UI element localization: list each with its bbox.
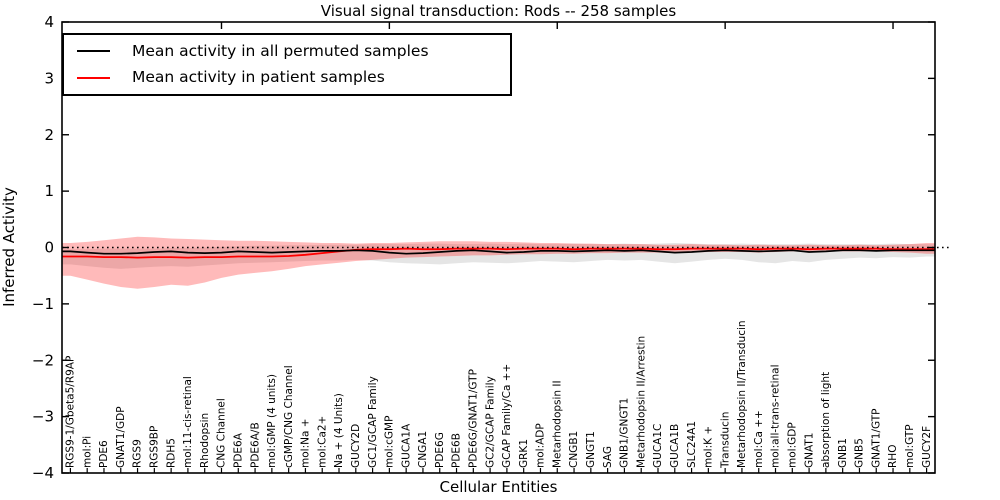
- x-tick-label: CNGA1: [417, 431, 429, 468]
- y-tick-label: 4: [44, 13, 54, 31]
- x-tick-label: PDE6A/B: [249, 422, 261, 468]
- x-tick-label: CNGB1: [568, 431, 580, 468]
- x-tick-label: GUCA1A: [400, 423, 412, 468]
- x-tick-label: RDH5: [165, 438, 177, 468]
- permuted-line-swatch-icon: [77, 50, 110, 53]
- x-tick-label: mol:GMP (4 units): [266, 374, 278, 468]
- x-tick-label: Metarhodopsin II: [552, 380, 564, 468]
- legend-label-patient: Mean activity in patient samples: [132, 68, 385, 86]
- x-tick-label: absorption of light: [820, 372, 832, 468]
- y-tick-label: −1: [32, 295, 54, 313]
- legend-label-permuted: Mean activity in all permuted samples: [132, 41, 429, 60]
- x-tick-label: GRK1: [518, 439, 530, 468]
- x-tick-label: mol:11-cis-retinal: [182, 376, 194, 468]
- x-tick-label: GC1/GCAP Family: [367, 376, 379, 468]
- x-tick-label: mol:GDP: [787, 422, 799, 468]
- x-tick-label: mol:GTP: [904, 424, 916, 468]
- x-tick-label: GUCY2D: [350, 424, 362, 468]
- y-tick-label: 0: [44, 239, 54, 257]
- x-tick-label: Metarhodopsin II/Transducin: [736, 320, 748, 468]
- x-tick-label: mol:Pi: [81, 436, 93, 468]
- y-tick-label: 2: [44, 126, 54, 144]
- x-tick-label: mol:Ca ++: [753, 410, 765, 468]
- y-tick-label: 3: [44, 69, 54, 87]
- x-tick-label: Metarhodopsin II/Arrestin: [635, 336, 647, 468]
- x-tick-label: SAG: [602, 446, 614, 468]
- x-tick-label: GNGT1: [585, 431, 597, 468]
- permuted-mean-line: [62, 249, 935, 255]
- x-tick-label: mol:ADP: [535, 423, 547, 468]
- x-tick-label: Rhodopsin: [199, 413, 211, 468]
- legend: Mean activity in all permuted samples Me…: [62, 33, 512, 96]
- x-tick-label: GNB1/GNGT1: [619, 398, 631, 468]
- x-tick-label: GUCA1B: [669, 424, 681, 468]
- x-axis-label: Cellular Entities: [439, 478, 558, 496]
- x-tick-label: PDE6B: [451, 433, 463, 468]
- x-tick-label: mol:K +: [703, 426, 715, 468]
- x-tick-label: RHO: [887, 445, 899, 468]
- x-tick-label: SLC24A1: [686, 421, 698, 468]
- y-tick-label: −4: [32, 464, 54, 482]
- x-tick-label: CNG Channel: [216, 398, 228, 468]
- patient-mean-line: [62, 247, 935, 259]
- chart-title: Visual signal transduction: Rods -- 258 …: [320, 2, 677, 20]
- x-tick-label: PDE6G: [434, 432, 446, 468]
- x-tick-label: GNB1: [837, 438, 849, 468]
- y-tick-label: −2: [32, 351, 54, 369]
- x-tick-label: mol:Na +: [300, 418, 312, 468]
- x-tick-label: GCAP Family/Ca ++: [501, 364, 513, 468]
- x-tick-label: GC2/GCAP Family: [484, 376, 496, 468]
- x-tick-label: PDE6G/GNAT1/GTP: [468, 369, 480, 468]
- x-tick-label: PDE6: [98, 440, 110, 468]
- x-tick-label: RGS9BP: [149, 426, 161, 468]
- x-tick-label: mol:Ca2+: [316, 416, 328, 468]
- x-tick-label: GNAT1/GDP: [115, 406, 127, 468]
- patient-line-swatch-icon: [77, 76, 110, 79]
- x-tick-label: mol:cGMP: [384, 416, 396, 468]
- x-tick-label: GUCA1C: [652, 424, 664, 468]
- x-tick-label: Transducin: [719, 412, 731, 469]
- x-tick-label: mol:all-trans-retinal: [770, 364, 782, 468]
- x-tick-label: GNAT1/GTP: [870, 409, 882, 469]
- legend-entry-permuted: Mean activity in all permuted samples: [64, 41, 510, 60]
- y-tick-label: −3: [32, 408, 54, 426]
- x-tick-label: GUCY2F: [921, 426, 933, 468]
- y-tick-label: 1: [44, 182, 54, 200]
- x-tick-label: cGMP/CNG Channel: [283, 365, 295, 468]
- x-tick-label: RGS9-1/Gbeta5/R9AP: [65, 356, 77, 468]
- x-tick-label: RGS9: [132, 439, 144, 468]
- x-tick-label: PDE6A: [233, 432, 245, 468]
- x-tick-label: GNB5: [854, 438, 866, 468]
- x-tick-label: GNAT1: [803, 433, 815, 468]
- x-tick-label: Na + (4 Units): [333, 393, 345, 468]
- legend-entry-patient: Mean activity in patient samples: [64, 68, 510, 86]
